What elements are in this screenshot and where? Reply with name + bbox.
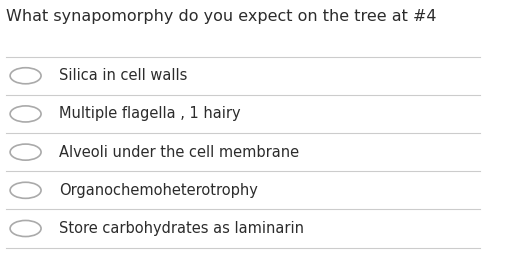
Text: Multiple flagella , 1 hairy: Multiple flagella , 1 hairy [60, 106, 241, 121]
Text: Silica in cell walls: Silica in cell walls [60, 68, 188, 83]
Text: Store carbohydrates as laminarin: Store carbohydrates as laminarin [60, 221, 305, 236]
Text: Organochemoheterotrophy: Organochemoheterotrophy [60, 183, 258, 198]
Text: Alveoli under the cell membrane: Alveoli under the cell membrane [60, 145, 299, 160]
Text: What synapomorphy do you expect on the tree at #4: What synapomorphy do you expect on the t… [6, 9, 436, 24]
